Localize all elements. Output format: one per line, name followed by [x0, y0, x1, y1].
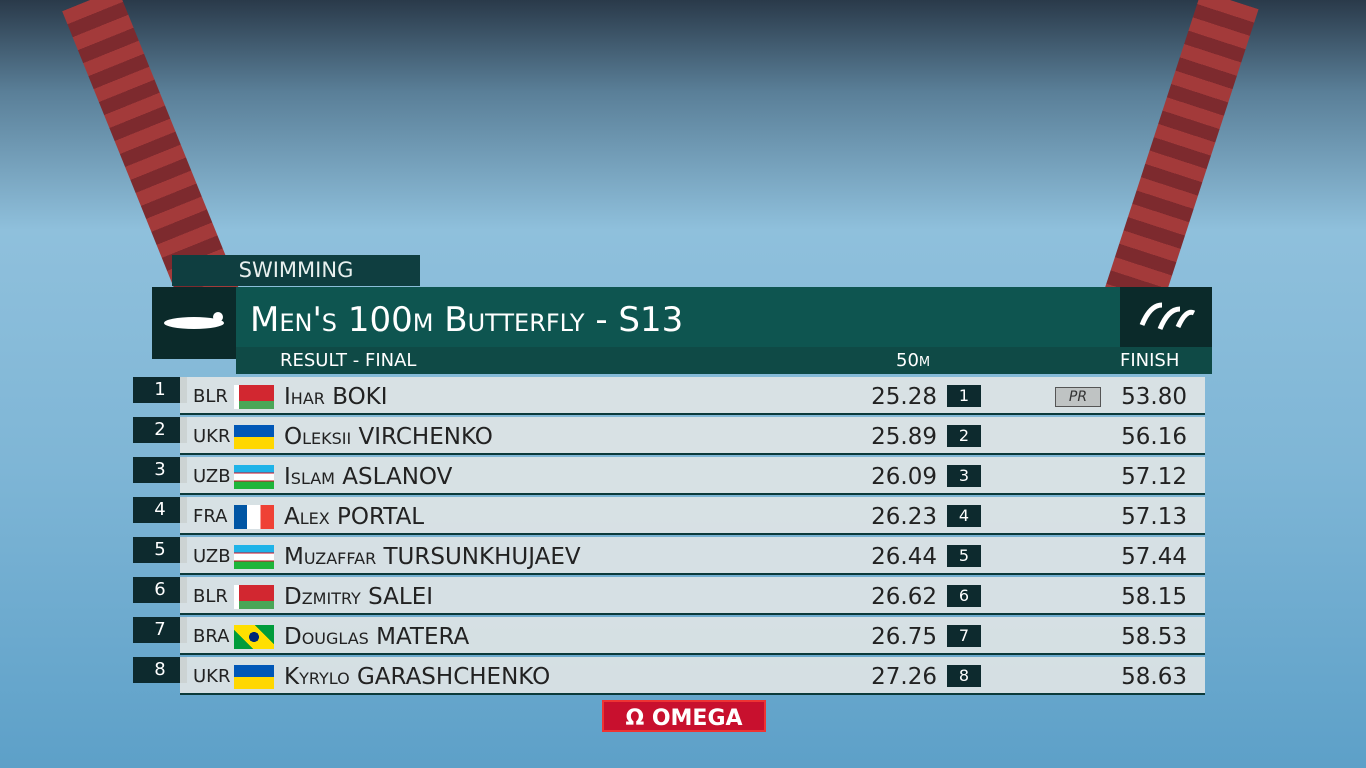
country-code: BLR [193, 386, 228, 407]
split-rank: 2 [947, 425, 981, 447]
country-code: BRA [193, 626, 230, 647]
flag [234, 505, 274, 529]
paralympic-logo [1120, 287, 1212, 347]
result-row: UZB Islam ASLANOV 26.09 3 57.12 [180, 457, 1205, 495]
rank: 4 [133, 497, 187, 523]
split-time: 27.26 [871, 664, 937, 690]
swim-icon [152, 287, 236, 359]
sub-header: RESULT - FINAL 50m FINISH [236, 347, 1212, 374]
country-code: FRA [193, 506, 228, 527]
split-time: 26.44 [871, 544, 937, 570]
result-row: UKR Oleksii VIRCHENKO 25.89 2 56.16 [180, 417, 1205, 455]
athlete-name: Dzmitry SALEI [284, 584, 434, 610]
athlete-name: Islam ASLANOV [284, 464, 453, 490]
finish-time: 56.16 [1121, 424, 1187, 450]
flag [234, 425, 274, 449]
result-row: UKR Kyrylo GARASHCHENKO 27.26 8 58.63 [180, 657, 1205, 695]
flag [234, 625, 274, 649]
split-time: 26.23 [871, 504, 937, 530]
athlete-name: Douglas MATERA [284, 624, 470, 650]
result-row: BLR Dzmitry SALEI 26.62 6 58.15 [180, 577, 1205, 615]
flag [234, 665, 274, 689]
rank: 6 [133, 577, 187, 603]
athlete-name: Kyrylo GARASHCHENKO [284, 664, 551, 690]
athlete-name: Muzaffar TURSUNKHUJAEV [284, 544, 581, 570]
athlete-name: Ihar BOKI [284, 384, 388, 410]
split-rank: 5 [947, 545, 981, 567]
finish-time: 53.80 [1121, 384, 1187, 410]
swimmer [164, 312, 224, 329]
split-rank: 4 [947, 505, 981, 527]
sport-tab: SWIMMING [172, 255, 420, 286]
split-label: 50m [896, 350, 931, 371]
split-rank: 1 [947, 385, 981, 407]
athlete-name: Alex PORTAL [284, 504, 425, 530]
split-rank: 8 [947, 665, 981, 687]
finish-label: FINISH [1120, 350, 1180, 371]
finish-time: 58.15 [1121, 584, 1187, 610]
flag [234, 465, 274, 489]
finish-time: 57.12 [1121, 464, 1187, 490]
country-code: UZB [193, 546, 231, 567]
athlete-name: Oleksii VIRCHENKO [284, 424, 493, 450]
split-rank: 7 [947, 625, 981, 647]
split-time: 25.28 [871, 384, 937, 410]
flag [234, 385, 274, 409]
title-bar [152, 287, 1212, 347]
finish-time: 57.13 [1121, 504, 1187, 530]
rank: 2 [133, 417, 187, 443]
rank: 7 [133, 617, 187, 643]
split-time: 26.09 [871, 464, 937, 490]
split-time: 26.75 [871, 624, 937, 650]
country-code: UZB [193, 466, 231, 487]
flag [234, 545, 274, 569]
rank: 8 [133, 657, 187, 683]
result-row: BLR Ihar BOKI 25.28 1 PR 53.80 [180, 377, 1205, 415]
sponsor: Ω OMEGA [602, 700, 766, 732]
split-time: 26.62 [871, 584, 937, 610]
event-title: Men's 100m Butterfly - S13 [250, 300, 684, 340]
rank: 1 [133, 377, 187, 403]
result-row: UZB Muzaffar TURSUNKHUJAEV 26.44 5 57.44 [180, 537, 1205, 575]
record-badge: PR [1055, 387, 1101, 407]
result-row: BRA Douglas MATERA 26.75 7 58.53 [180, 617, 1205, 655]
finish-time: 58.63 [1121, 664, 1187, 690]
country-code: BLR [193, 586, 228, 607]
lane-rope [1099, 0, 1259, 324]
split-time: 25.89 [871, 424, 937, 450]
agitos [1139, 302, 1196, 330]
finish-time: 57.44 [1121, 544, 1187, 570]
result-row: FRA Alex PORTAL 26.23 4 57.13 [180, 497, 1205, 535]
country-code: UKR [193, 666, 231, 687]
result-label: RESULT - FINAL [280, 350, 417, 371]
flag [234, 585, 274, 609]
rank: 5 [133, 537, 187, 563]
split-rank: 6 [947, 585, 981, 607]
rank: 3 [133, 457, 187, 483]
country-code: UKR [193, 426, 231, 447]
finish-time: 58.53 [1121, 624, 1187, 650]
split-rank: 3 [947, 465, 981, 487]
